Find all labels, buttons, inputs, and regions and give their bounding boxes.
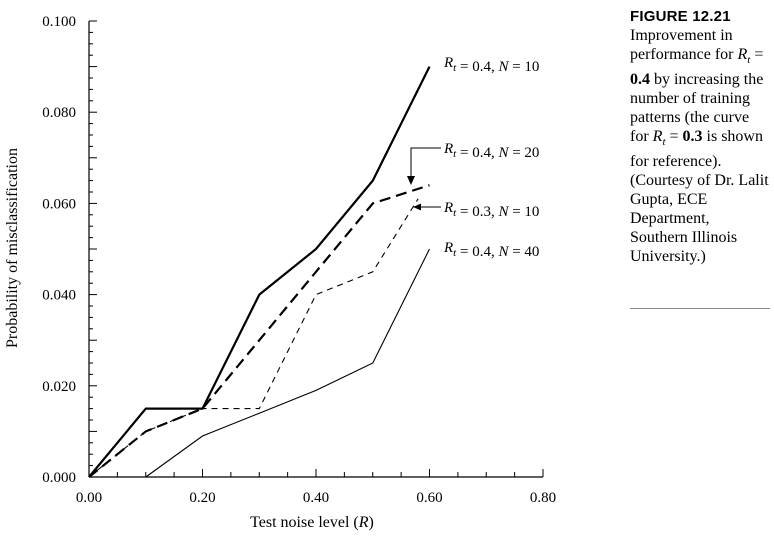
caption-divider: [630, 308, 770, 309]
figure-caption-text: Improvement in performance for Rt = 0.4 …: [630, 27, 769, 266]
annotation-arrowhead-1: [407, 176, 415, 185]
series-line-1: [88, 66, 431, 478]
annotation-label-3: Rt = 0.3, N = 10: [443, 200, 539, 220]
x-tick-label: 0.00: [76, 490, 102, 506]
x-axis-label: Test noise level (R): [250, 514, 374, 531]
annotation-leader-1: [410, 147, 441, 180]
annotations: Rt = 0.4, N = 10 Rt = 0.4, N = 20 Rt = 0.3…: [407, 55, 539, 260]
y-tick-label: 0.020: [42, 379, 76, 395]
x-tick-label: 0.20: [189, 490, 215, 506]
chart: 0.000 0.020 0.040 0.060 0.080 0.100 0.00 0.20 0.…: [4, 14, 556, 531]
series-layer: [88, 66, 431, 478]
y-axis-label: Probability of misclassification: [4, 148, 21, 348]
y-tick-label: 0.040: [42, 288, 76, 304]
x-tick-label: 0.40: [303, 490, 329, 506]
y-tick-label: 0.080: [42, 105, 76, 121]
annotation-label-2: Rt = 0.4, N = 20: [443, 141, 539, 161]
y-tick-label: 0.060: [42, 196, 76, 212]
annotation-label-1: Rt = 0.4, N = 10: [443, 55, 539, 75]
y-tick-label: 0.000: [42, 470, 76, 486]
series-line-4: [145, 248, 430, 478]
x-tick-label: 0.60: [416, 490, 442, 506]
series-line-3: [88, 198, 419, 478]
figure-caption: FIGURE 12.21 Improvement in performance …: [630, 8, 770, 266]
axes: 0.000 0.020 0.040 0.060 0.080 0.100 0.00 0.20 0.…: [42, 14, 556, 506]
y-tick-label: 0.100: [42, 14, 76, 30]
annotation-arrowhead-2: [413, 203, 421, 211]
x-tick-label: 0.80: [530, 490, 556, 506]
series-line-2: [88, 184, 430, 478]
figure-label: FIGURE 12.21: [630, 8, 731, 25]
annotation-label-4: Rt = 0.4, N = 40: [443, 240, 539, 260]
